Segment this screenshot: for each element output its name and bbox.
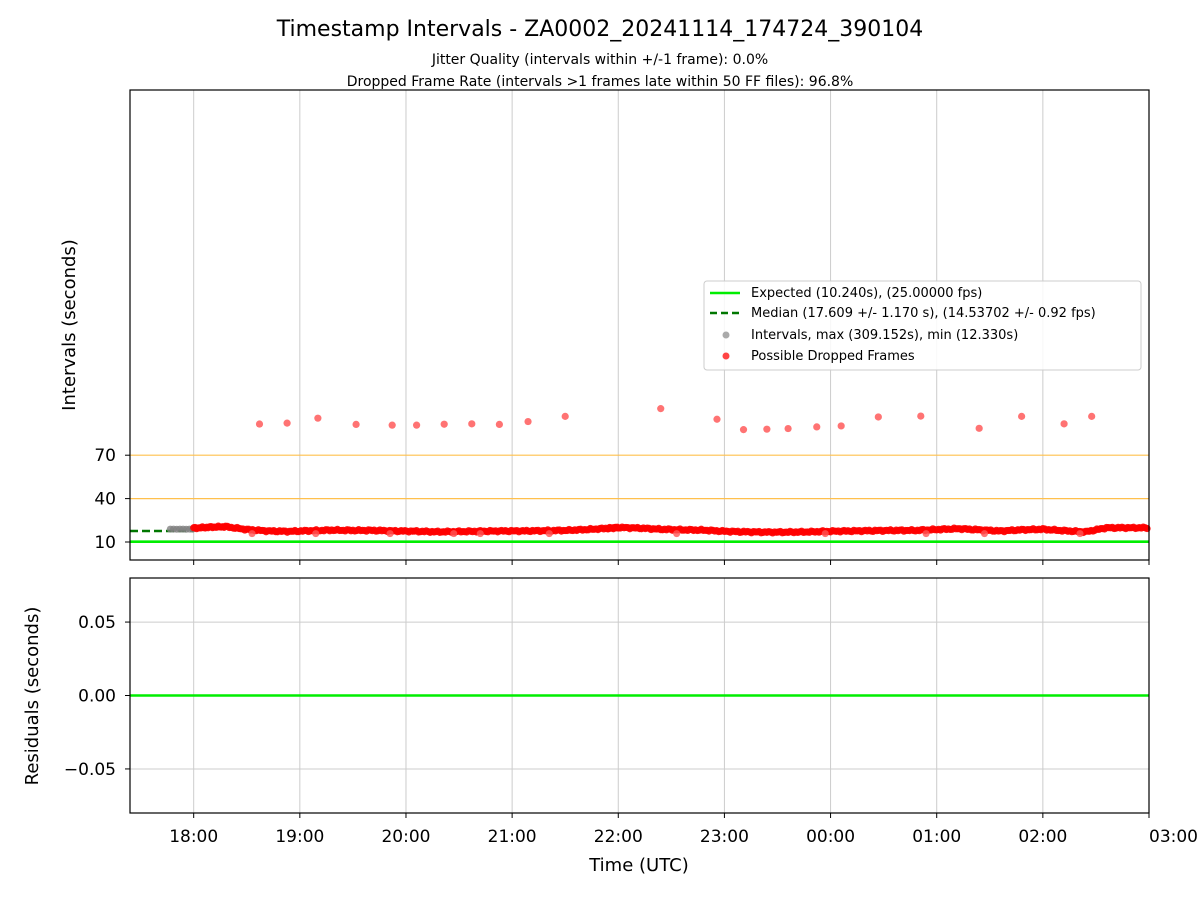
- dropped-frame-outlier-0: [255, 420, 264, 428]
- top-ytick-label-1: 40: [94, 490, 116, 510]
- chart-subtitle-dropped-rate: Dropped Frame Rate (intervals >1 frames …: [347, 74, 854, 90]
- x-tick-label-9: 03:00: [1149, 827, 1198, 847]
- top-y-ticks: 10 40 70: [94, 446, 130, 553]
- x-tick-label-5: 23:00: [700, 827, 749, 847]
- x-tick-label-7: 01:00: [912, 827, 961, 847]
- dropped-frame-outlier-5: [412, 421, 421, 429]
- dropped-frame-outlier-21: [1018, 412, 1026, 420]
- dropped-frame-low-point-2: [386, 530, 394, 538]
- dropped-frame-low-point-6: [673, 530, 681, 538]
- dropped-frame-outlier-10: [561, 412, 569, 420]
- legend: Expected (10.240s), (25.00000 fps) Media…: [703, 280, 1142, 371]
- dropped-frame-outlier-14: [763, 425, 771, 433]
- x-tick-label-4: 22:00: [594, 827, 643, 847]
- dropped-frame-outlier-2: [314, 414, 322, 422]
- bottom-ytick-label-2: −0.05: [64, 760, 116, 780]
- bottom-y-axis-label: Residuals (seconds): [22, 607, 43, 786]
- dropped-frame-outlier-13: [739, 426, 748, 434]
- x-tick-label-2: 20:00: [381, 827, 430, 847]
- dropped-frame-outlier-20: [975, 424, 983, 432]
- interval-points: [166, 405, 1151, 538]
- dropped-frame-outlier-15: [784, 424, 792, 433]
- dropped-frame-low-point-5: [545, 530, 553, 538]
- dropped-frame-outlier-17: [837, 422, 845, 430]
- top-ytick-label-2: 70: [94, 446, 116, 466]
- bottom-y-ticks: 0.05 0.00 −0.05: [64, 613, 130, 780]
- dropped-frame-low-point-4: [476, 530, 484, 538]
- dropped-frame-outlier-6: [440, 420, 448, 428]
- dropped-frame-low-point-3: [450, 530, 458, 538]
- dropped-frame-low-point-0: [248, 530, 256, 538]
- threshold-lines: [130, 454, 1149, 500]
- top-ytick-label-0: 10: [94, 533, 116, 553]
- dropped-frame-outlier-22: [1060, 420, 1068, 428]
- top-axes-frame: [129, 89, 1150, 561]
- legend-intervals-label: Intervals, max (309.152s), min (12.330s): [751, 328, 1018, 343]
- x-axis-label: Time (UTC): [588, 855, 689, 876]
- dropped-frame-low-point-1: [312, 530, 320, 538]
- dropped-frame-low-point-9: [980, 530, 988, 538]
- dropped-frame-low-point-10: [1076, 530, 1084, 538]
- x-tick-label-3: 21:00: [488, 827, 537, 847]
- chart-title: Timestamp Intervals - ZA0002_20241114_17…: [276, 17, 924, 42]
- dropped-frame-outlier-18: [874, 413, 882, 421]
- chart-subtitle-jitter: Jitter Quality (intervals within +/-1 fr…: [431, 52, 768, 68]
- top-x-ticks: [193, 560, 1150, 565]
- legend-expected-label: Expected (10.240s), (25.00000 fps): [751, 286, 982, 301]
- x-tick-label-0: 18:00: [169, 827, 218, 847]
- dropped-frame-low-point-7: [821, 530, 829, 538]
- dropped-frame-outlier-8: [495, 420, 503, 429]
- dropped-frame-outlier-4: [388, 421, 396, 429]
- dropped-frame-outlier-23: [1088, 412, 1096, 420]
- dropped-frame-outlier-11: [657, 405, 665, 413]
- bottom-ytick-label-1: 0.00: [78, 687, 116, 707]
- x-tick-label-8: 02:00: [1018, 827, 1067, 847]
- legend-median-label: Median (17.609 +/- 1.170 s), (14.53702 +…: [751, 306, 1096, 321]
- dropped-frame-outlier-19: [917, 412, 925, 420]
- dropped-frame-outlier-7: [468, 420, 476, 428]
- dropped-frame-outlier-9: [524, 417, 532, 426]
- bottom-ytick-label-0: 0.05: [78, 613, 116, 633]
- dropped-frame-outlier-3: [352, 420, 360, 429]
- legend-intervals-swatch: [722, 331, 730, 339]
- dropped-frame-outlier-1: [283, 419, 291, 427]
- top-y-axis-label: Intervals (seconds): [59, 239, 80, 411]
- x-tick-label-6: 00:00: [806, 827, 855, 847]
- bottom-x-ticks: 18:00 19:00 20:00 21:00 22:00 23:00 00:00 01:00…: [169, 813, 1198, 847]
- legend-dropped-label: Possible Dropped Frames: [751, 349, 915, 364]
- dropped-frame-low-point-8: [922, 530, 930, 538]
- dropped-frame-outlier-12: [713, 415, 721, 423]
- x-tick-label-1: 19:00: [275, 827, 324, 847]
- dropped-frame-outlier-16: [813, 423, 821, 431]
- legend-dropped-swatch: [722, 352, 730, 360]
- legend-box: [703, 280, 1142, 371]
